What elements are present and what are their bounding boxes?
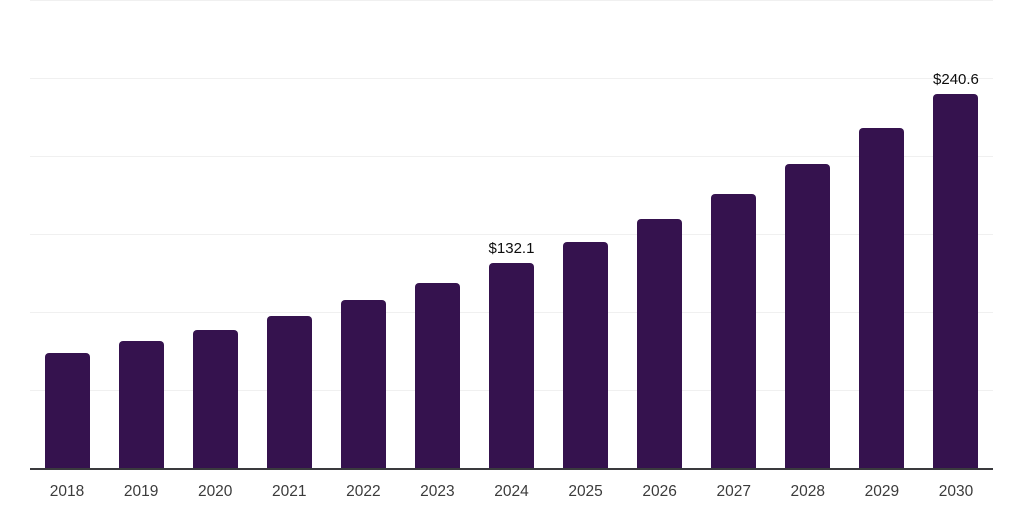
bar-2018[interactable]	[44, 353, 90, 469]
x-tick-label-2024: 2024	[494, 483, 529, 500]
x-tick-label-2019: 2019	[123, 483, 159, 500]
x-tick-label-2023: 2023	[420, 483, 455, 500]
x-tick-label-2021: 2021	[272, 483, 307, 500]
gridline-300	[30, 0, 993, 1]
bar-2029[interactable]	[859, 127, 905, 469]
bar-2026[interactable]	[637, 219, 683, 469]
gridline-250	[30, 78, 993, 79]
x-tick-label-2028: 2028	[790, 483, 826, 500]
x-axis-line	[30, 468, 993, 470]
bar-2022[interactable]	[340, 300, 386, 469]
data-label-2024: $132.1	[488, 239, 535, 257]
bar-2027[interactable]	[711, 193, 757, 469]
x-tick-label-2026: 2026	[642, 483, 677, 500]
bar-2020[interactable]	[192, 330, 238, 469]
x-tick-label-2020: 2020	[197, 483, 233, 500]
x-tick-label-2029: 2029	[864, 483, 900, 500]
x-tick-label-2030: 2030	[938, 483, 974, 500]
bar-2019[interactable]	[118, 341, 164, 469]
plot-area: $132.1 $240.6	[30, 0, 993, 469]
bar-2023[interactable]	[414, 283, 460, 469]
x-tick-label-2018: 2018	[49, 483, 85, 500]
gridline-150	[30, 234, 993, 235]
x-tick-label-2027: 2027	[716, 483, 751, 500]
data-label-2030: $240.6	[933, 70, 979, 88]
x-tick-label-2025: 2025	[568, 483, 603, 500]
x-tick-label-2022: 2022	[346, 483, 381, 500]
bar-2028[interactable]	[785, 163, 831, 469]
gridline-200	[30, 156, 993, 157]
bar-2024[interactable]	[489, 262, 534, 469]
bar-2021[interactable]	[266, 316, 312, 469]
bar-2025[interactable]	[563, 242, 609, 469]
bar-2030[interactable]	[933, 93, 979, 469]
